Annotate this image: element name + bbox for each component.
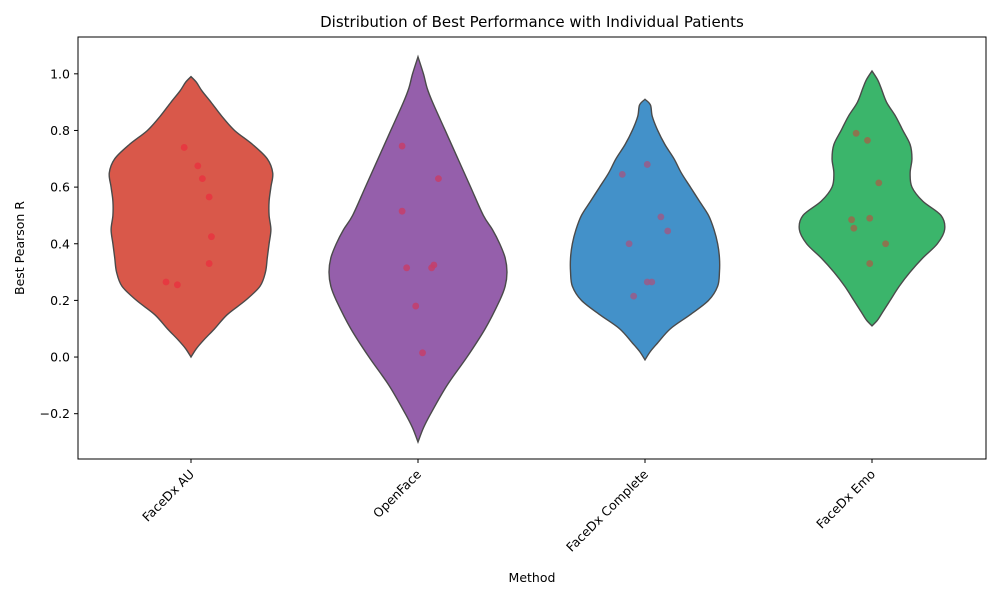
data-point — [864, 136, 871, 144]
data-point — [194, 162, 202, 170]
data-point — [866, 260, 874, 267]
violin-body — [108, 75, 274, 359]
y-tick-label: −0.2 — [40, 406, 70, 421]
data-point — [162, 278, 170, 286]
data-point — [419, 349, 426, 357]
data-point — [205, 193, 213, 201]
y-tick-label: 0.6 — [50, 180, 70, 195]
violin-body — [328, 54, 508, 444]
data-point — [403, 264, 411, 272]
data-point — [657, 213, 665, 221]
data-point — [208, 233, 215, 241]
data-point — [664, 227, 672, 235]
y-axis-label: Best Pearson R — [12, 201, 27, 295]
data-point — [850, 224, 858, 232]
data-point — [198, 175, 206, 183]
data-point — [398, 207, 406, 215]
data-point — [428, 264, 436, 272]
x-tick-label: FaceDx Complete — [563, 466, 651, 554]
data-point — [630, 292, 638, 300]
data-point — [412, 302, 420, 310]
plot-area — [108, 54, 946, 444]
data-point — [173, 281, 181, 289]
data-point — [625, 240, 633, 248]
data-point — [205, 260, 213, 267]
x-axis: FaceDx AU OpenFace FaceDx Complete FaceDx E… — [139, 459, 878, 555]
x-tick-label: FaceDx Emo — [813, 467, 878, 532]
data-point — [875, 179, 883, 187]
data-point — [648, 278, 656, 286]
y-axis: −0.2 0.0 0.2 0.4 0.6 0.8 1.0 — [40, 66, 78, 421]
x-tick-label: OpenFace — [370, 466, 424, 520]
data-point — [643, 161, 651, 168]
data-point — [618, 170, 626, 178]
data-point — [866, 214, 874, 222]
data-point — [180, 144, 188, 151]
x-tick-label: FaceDx AU — [139, 467, 197, 525]
y-tick-label: 0.4 — [50, 236, 70, 251]
y-tick-label: 0.2 — [50, 293, 70, 308]
y-tick-label: 1.0 — [50, 66, 70, 81]
y-tick-label: 0.8 — [50, 123, 70, 138]
chart-title: Distribution of Best Performance with In… — [320, 13, 744, 31]
x-axis-label: Method — [509, 570, 556, 585]
data-point — [435, 175, 442, 183]
data-point — [852, 129, 860, 137]
data-point — [848, 216, 855, 224]
y-tick-label: 0.0 — [50, 350, 70, 365]
axes-frame — [77, 36, 987, 460]
violin-body — [569, 98, 721, 362]
data-point — [398, 142, 406, 150]
data-point — [882, 240, 890, 248]
violin-body — [798, 69, 946, 327]
